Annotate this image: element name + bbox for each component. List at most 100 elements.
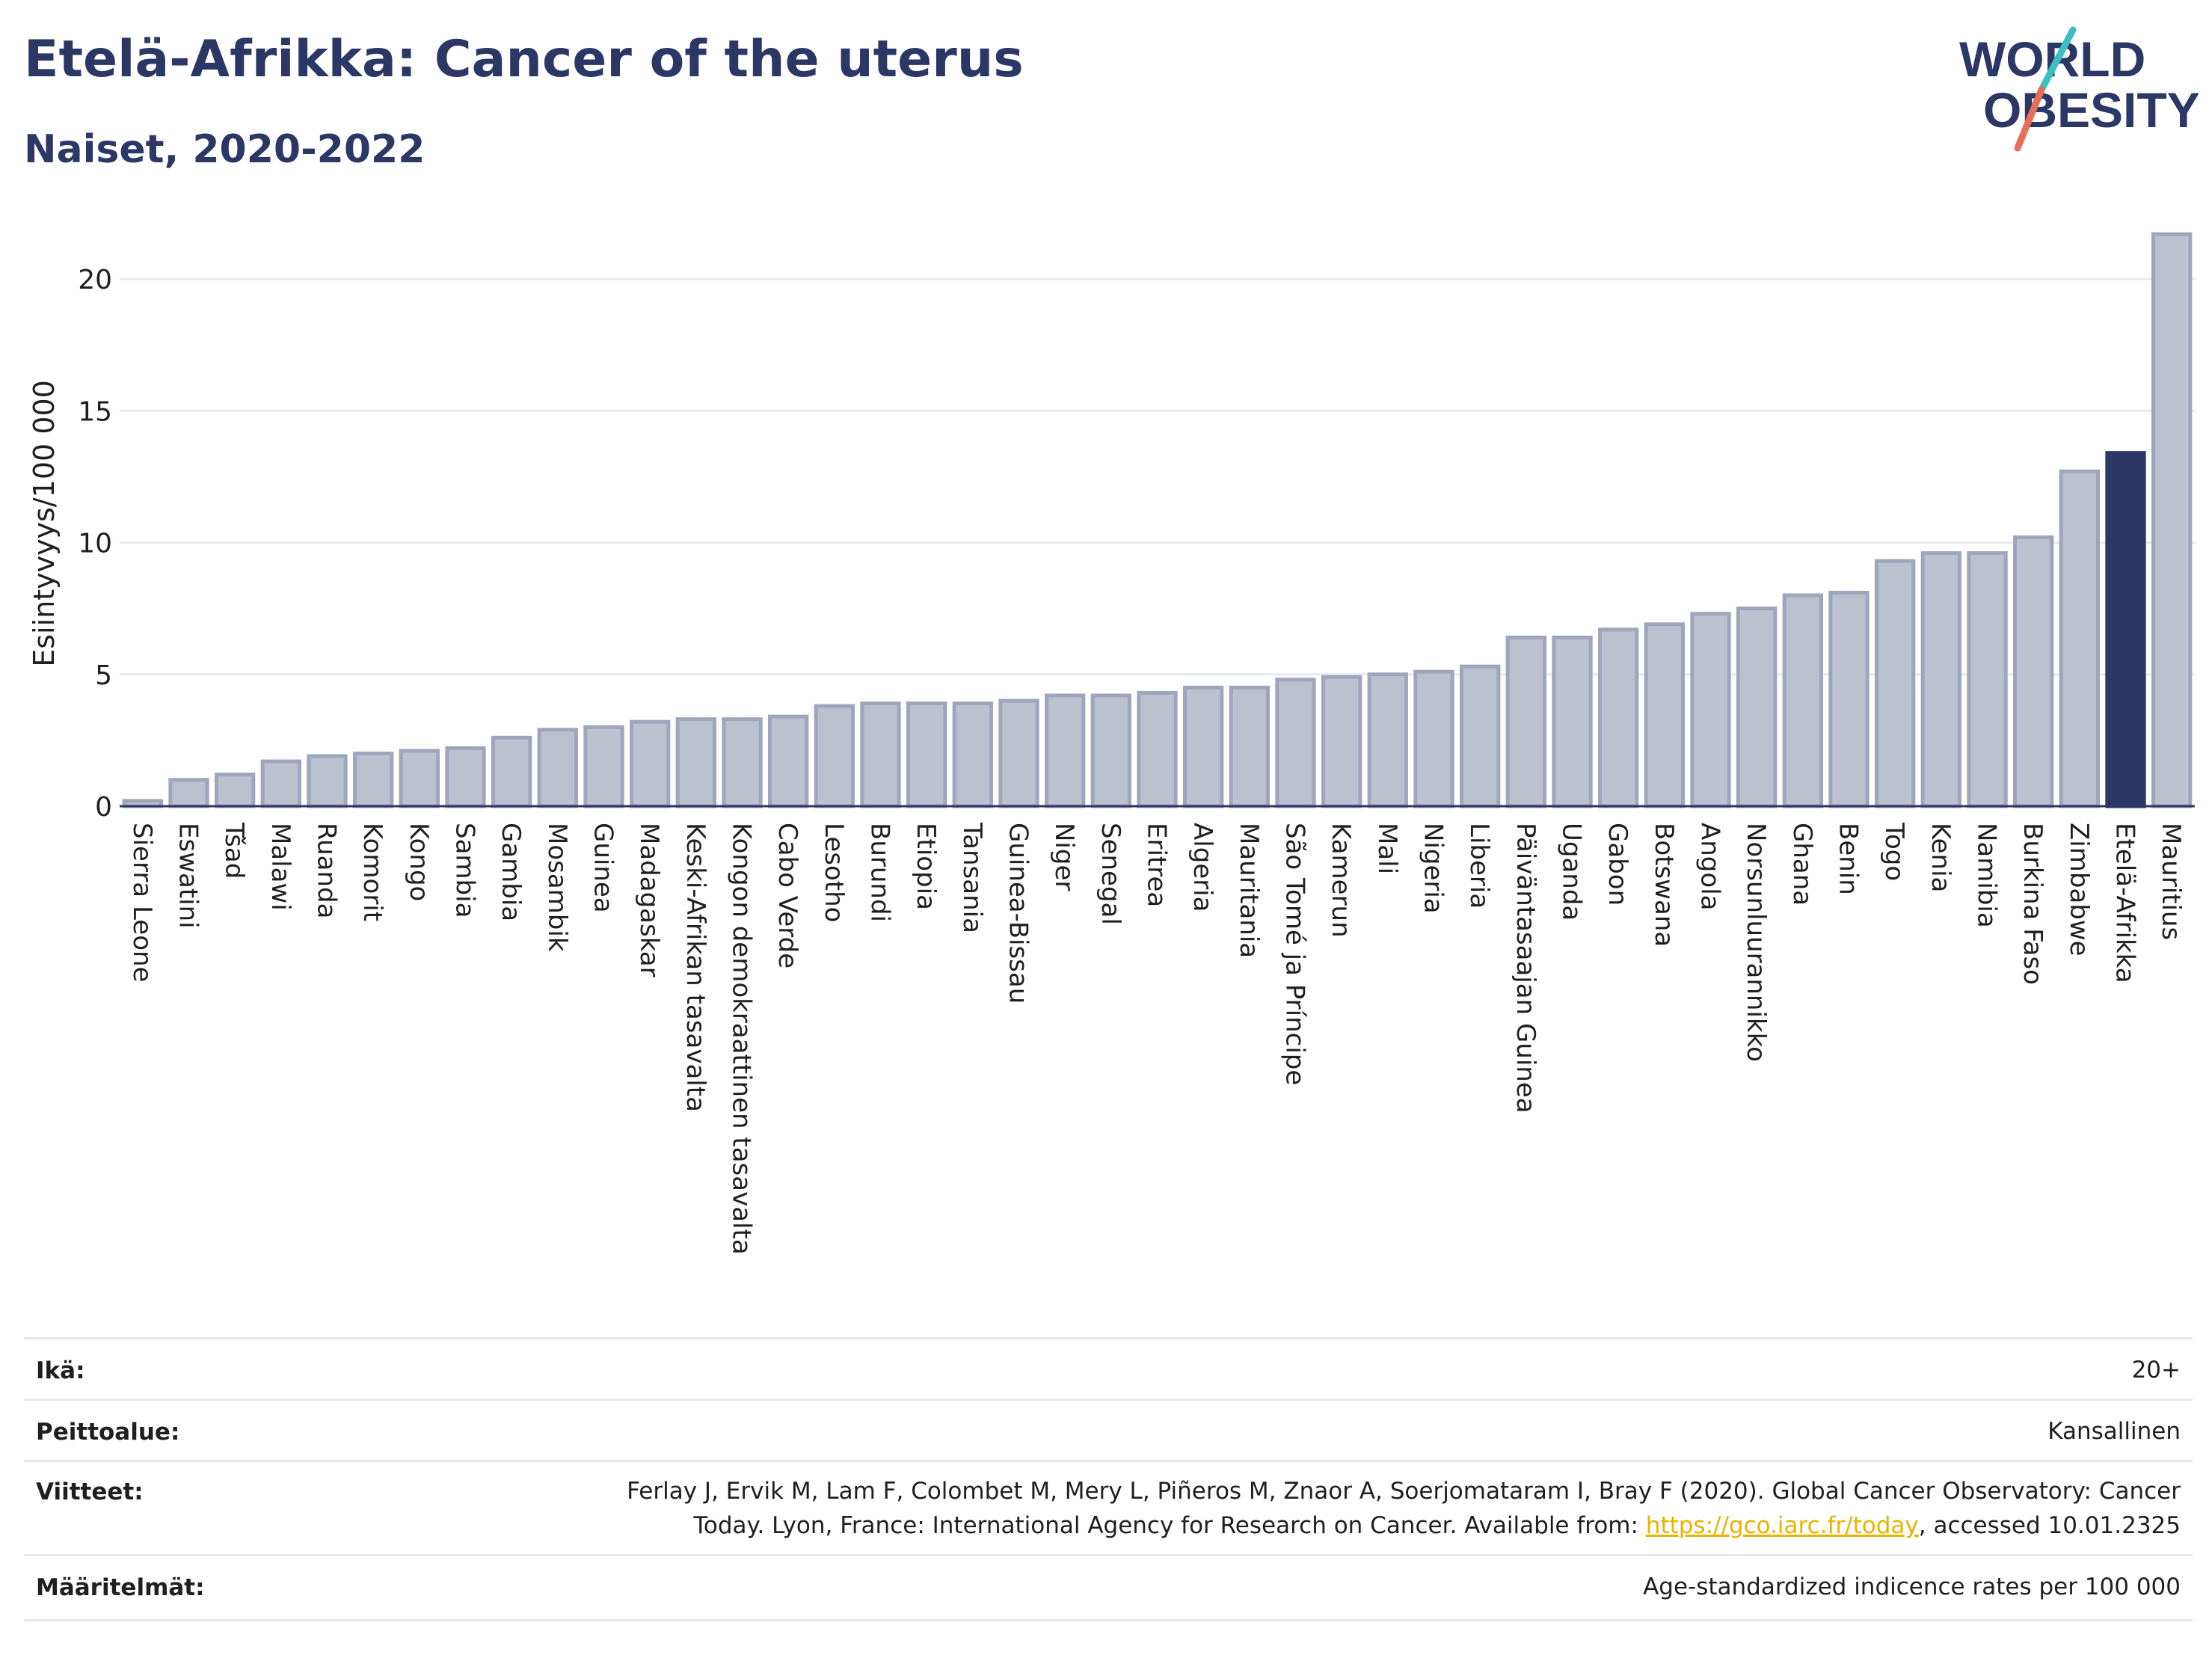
x-tick-label: Eswatini <box>173 823 203 929</box>
x-tick-label: Madagaskar <box>634 823 664 977</box>
y-axis-title: Esiintyvyys/100 000 <box>28 380 61 667</box>
meta-defs-value: Age-standardized indicence rates per 100… <box>1643 1573 2181 1600</box>
y-tick-label: 0 <box>95 792 112 823</box>
x-tick-label: Namibia <box>1972 823 2002 928</box>
x-tick-label: Sierra Leone <box>127 823 157 982</box>
bar <box>2151 232 2193 808</box>
x-tick-label: São Tomé ja Príncipe <box>1280 823 1310 1085</box>
x-tick-label: Mosambik <box>542 823 572 952</box>
bar <box>215 773 256 808</box>
x-tick-label: Gabon <box>1603 823 1632 906</box>
meta-refs-line2: Today. Lyon, France: International Agenc… <box>693 1512 1646 1539</box>
logo-line2: OBESITY <box>1983 82 2199 138</box>
bar <box>1598 627 1639 808</box>
bar <box>1875 559 1916 808</box>
bar <box>1137 690 1178 808</box>
logo-slash-coral <box>2014 86 2045 152</box>
x-tick-label: Senegal <box>1096 823 1125 925</box>
x-tick-label: Eritrea <box>1142 823 1172 907</box>
x-tick-label: Etelä-Afrikka <box>2110 823 2140 983</box>
x-tick-label: Niger <box>1049 823 1079 891</box>
bar <box>1782 593 1824 808</box>
bar <box>2059 469 2101 808</box>
y-tick-label: 15 <box>78 396 112 427</box>
gco-link[interactable]: https://gco.iarc.fr/today <box>1645 1512 1919 1539</box>
x-tick-label: Keski-Afrikan tasavalta <box>681 823 710 1112</box>
chart-subtitle: Naiset, 2020-2022 <box>24 127 425 172</box>
bar <box>445 746 486 808</box>
x-tick-label: Guinea-Bissau <box>1004 823 1033 1004</box>
x-tick-label: Algeria <box>1188 823 1217 912</box>
x-tick-label: Ruanda <box>312 823 342 918</box>
x-axis-labels: Sierra Leone Eswatini Tšad Malawi Ruanda Komo… <box>127 822 2186 1255</box>
y-axis-ticks: 0 5 10 15 20 <box>78 265 112 823</box>
bar-highlight <box>2105 451 2146 808</box>
bar <box>1367 672 1408 808</box>
bar <box>1736 607 1778 808</box>
meta-coverage-label: Peittoalue: <box>36 1419 180 1446</box>
bar <box>768 714 809 808</box>
bar <box>260 759 301 808</box>
bar <box>1413 669 1454 808</box>
bar <box>814 704 855 808</box>
meta-row-definitions: Määritelmät: Age-standardized indicence … <box>24 1554 2193 1621</box>
x-tick-label: Ghana <box>1787 823 1817 906</box>
bar <box>1920 551 1962 808</box>
bar <box>1644 622 1686 808</box>
meta-defs-label: Määritelmät: <box>36 1574 205 1601</box>
x-tick-label: Mali <box>1372 823 1402 874</box>
meta-row-age: Ikä: 20+ <box>24 1337 2193 1401</box>
x-tick-label: Tšad <box>219 822 249 879</box>
bar <box>353 752 394 808</box>
x-tick-label: Mauritius <box>2156 823 2186 940</box>
bar <box>630 719 671 808</box>
meta-age-label: Ikä: <box>36 1357 85 1384</box>
bar-chart: 0 5 10 15 20 Sierra Leone Eswatini Tšad Malawi R… <box>28 232 2195 1255</box>
chart-title: Etelä-Afrikka: Cancer of the uterus <box>24 30 1024 89</box>
meta-row-coverage: Peittoalue: Kansallinen <box>24 1398 2193 1462</box>
meta-coverage-value: Kansallinen <box>2047 1418 2181 1445</box>
y-tick-label: 20 <box>78 265 112 295</box>
x-tick-label: Komorit <box>357 823 387 921</box>
meta-refs-line2-end: , accessed 10.01.2325 <box>1918 1512 2181 1539</box>
x-tick-label: Uganda <box>1557 823 1587 921</box>
x-tick-label: Cabo Verde <box>772 823 802 968</box>
x-tick-label: Tansania <box>957 822 987 933</box>
x-tick-label: Togo <box>1879 822 1909 881</box>
bar <box>307 754 348 808</box>
bar <box>399 749 440 808</box>
bar <box>906 701 947 808</box>
meta-refs-label: Viitteet: <box>36 1479 144 1505</box>
bar <box>1229 685 1270 808</box>
x-tick-label: Liberia <box>1464 823 1494 909</box>
x-tick-label: Sambia <box>450 823 480 918</box>
x-tick-label: Kamerun <box>1326 823 1356 938</box>
x-tick-label: Kongo <box>404 823 434 901</box>
x-tick-label: Malawi <box>265 823 295 911</box>
bar <box>168 778 209 808</box>
x-tick-label: Kenia <box>1926 823 1956 892</box>
bar <box>1552 635 1593 808</box>
x-tick-label: Zimbabwe <box>2064 823 2094 957</box>
meta-refs-value: Ferlay J, Ervik M, Lam F, Colombet M, Me… <box>627 1474 2181 1543</box>
bar <box>1690 612 1731 808</box>
x-tick-label: Benin <box>1834 823 1864 895</box>
bar <box>1505 635 1546 808</box>
x-tick-label: Norsunluurannikko <box>1741 823 1771 1062</box>
meta-age-value: 20+ <box>2131 1357 2181 1384</box>
y-tick-label: 10 <box>78 529 112 559</box>
meta-refs-line1: Ferlay J, Ervik M, Lam F, Colombet M, Me… <box>627 1478 2181 1505</box>
x-tick-label: Lesotho <box>819 823 849 922</box>
x-tick-label: Burundi <box>865 823 895 922</box>
x-tick-label: Nigeria <box>1419 823 1448 914</box>
x-tick-label: Angola <box>1695 823 1725 910</box>
x-tick-label: Etiopia <box>911 823 941 910</box>
bar <box>1275 678 1316 808</box>
bar <box>1460 664 1501 808</box>
y-tick-label: 5 <box>95 660 112 691</box>
logo-line1: WORLD <box>1959 31 2145 87</box>
x-tick-label: Botswana <box>1649 823 1679 947</box>
bar <box>1045 693 1086 808</box>
bar <box>1828 590 1870 808</box>
bar <box>1183 685 1224 808</box>
